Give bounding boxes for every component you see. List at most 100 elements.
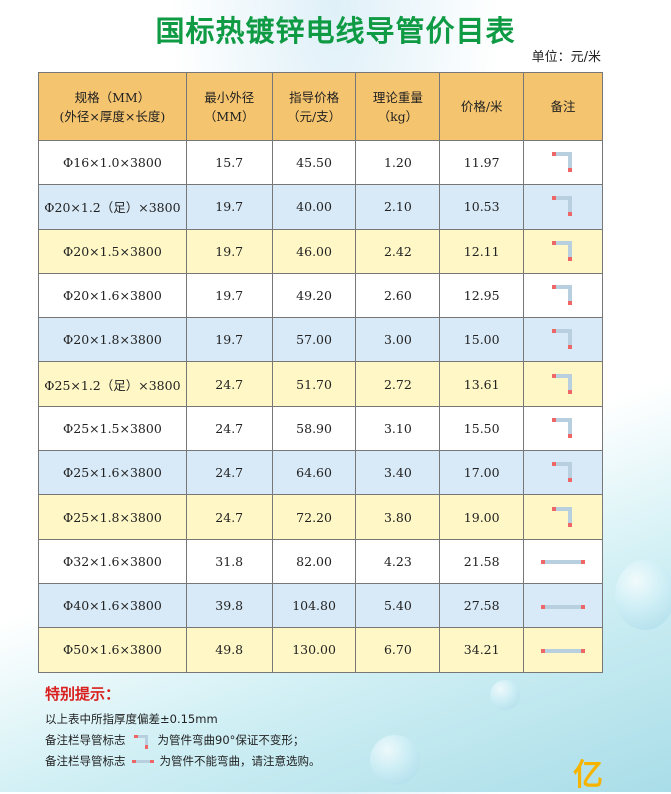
table-row: Φ50×1.6×3800 49.8 130.00 6.70 34.21	[38, 627, 603, 673]
price-table: 规格（MM） (外径×厚度×长度) 最小外径 （MM） 指导价格 （元/支） 理论重量 （kg…	[38, 72, 603, 673]
remark-cell	[523, 450, 603, 496]
table-cell: 49.8	[185, 627, 273, 673]
table-row: Φ20×1.8×3800 19.7 57.00 3.00 15.00	[38, 317, 603, 363]
straight-pipe-icon	[541, 604, 586, 609]
notes-heading: 特别提示：	[45, 685, 121, 703]
table-header-row: 规格（MM） (外径×厚度×长度) 最小外径 （MM） 指导价格 （元/支） 理论重量 （kg…	[38, 72, 603, 141]
straight-pipe-icon	[131, 760, 154, 763]
bend-pipe-icon	[552, 150, 574, 173]
logo: 亿	[573, 758, 603, 793]
table-row: Φ16×1.0×3800 15.7 45.50 1.20 11.97	[38, 139, 603, 186]
table-cell: 19.7	[185, 317, 273, 363]
table-cell: 3.80	[355, 494, 441, 540]
bend-pipe-icon	[552, 505, 574, 527]
table-cell: 24.7	[185, 361, 273, 407]
table-cell: 49.20	[271, 272, 357, 319]
table-cell: 31.8	[185, 538, 273, 584]
table-cell: Φ25×1.2（足）×3800	[38, 361, 187, 407]
bend-pipe-icon	[552, 283, 574, 306]
table-cell: Φ25×1.5×3800	[38, 405, 187, 452]
bubble-decoration	[490, 680, 520, 710]
bubble-decoration	[370, 735, 420, 785]
table-cell: 34.21	[439, 627, 525, 673]
table-cell: 19.7	[185, 228, 273, 274]
table-row: Φ20×1.5×3800 19.7 46.00 2.42 12.11	[38, 228, 603, 274]
remark-cell	[523, 139, 603, 186]
remark-cell	[523, 538, 603, 584]
table-cell: 15.7	[185, 139, 273, 186]
remark-cell	[523, 184, 603, 230]
table-cell: Φ25×1.6×3800	[38, 450, 187, 496]
table-cell: Φ20×1.8×3800	[38, 317, 187, 363]
table-cell: 130.00	[271, 627, 357, 673]
table-row: Φ20×1.6×3800 19.7 49.20 2.60 12.95	[38, 272, 603, 319]
table-row: Φ25×1.2（足）×3800 24.7 51.70 2.72 13.61	[38, 361, 603, 407]
table-cell: 21.58	[439, 538, 525, 584]
table-cell: 24.7	[185, 405, 273, 452]
table-cell: 12.11	[439, 228, 525, 274]
bend-pipe-icon	[552, 460, 574, 483]
table-cell: 2.72	[355, 361, 441, 407]
table-cell: Φ25×1.8×3800	[38, 494, 187, 540]
remark-cell	[523, 627, 603, 673]
table-cell: 45.50	[271, 139, 357, 186]
table-cell: 82.00	[271, 538, 357, 584]
table-cell: 5.40	[355, 582, 441, 629]
unit-label: 单位：元/米	[531, 50, 601, 65]
table-cell: 19.7	[185, 184, 273, 230]
column-header: 指导价格 （元/支）	[271, 72, 357, 141]
bend-pipe-icon	[552, 416, 574, 438]
table-cell: 27.58	[439, 582, 525, 629]
column-header: 价格/米	[439, 72, 525, 141]
table-cell: Φ50×1.6×3800	[38, 627, 187, 673]
table-cell: 24.7	[185, 450, 273, 496]
bend-pipe-icon	[552, 194, 574, 217]
remark-cell	[523, 228, 603, 274]
table-cell: 2.60	[355, 272, 441, 319]
table-cell: 24.7	[185, 494, 273, 540]
page-title: 国标热镀锌电线导管价目表	[155, 14, 516, 48]
table-cell: 40.00	[271, 184, 357, 230]
table-row: Φ20×1.2（足）×3800 19.7 40.00 2.10 10.53	[38, 184, 603, 230]
column-header: 备注	[523, 72, 603, 141]
note-text: 备注栏导管标志	[45, 754, 126, 768]
table-cell: Φ20×1.5×3800	[38, 228, 187, 274]
note-text: 为管件弯曲90°保证不变形；	[157, 733, 305, 747]
table-row: Φ25×1.6×3800 24.7 64.60 3.40 17.00	[38, 450, 603, 496]
note-line: 以上表中所指厚度偏差±0.15mm	[45, 712, 218, 726]
table-cell: Φ20×1.2（足）×3800	[38, 184, 187, 230]
bend-pipe-icon	[552, 372, 574, 394]
column-header: 最小外径 （MM）	[185, 72, 273, 141]
table-cell: 104.80	[271, 582, 357, 629]
table-cell: Φ32×1.6×3800	[38, 538, 187, 584]
table-cell: 64.60	[271, 450, 357, 496]
bend-pipe-icon	[552, 327, 574, 350]
table-cell: 3.00	[355, 317, 441, 363]
table-cell: Φ40×1.6×3800	[38, 582, 187, 629]
bend-pipe-icon	[552, 239, 574, 261]
table-cell: 19.00	[439, 494, 525, 540]
remark-cell	[523, 272, 603, 319]
remark-cell	[523, 494, 603, 540]
table-cell: 19.7	[185, 272, 273, 319]
straight-pipe-icon	[541, 560, 586, 565]
table-cell: 13.61	[439, 361, 525, 407]
table-cell: 17.00	[439, 450, 525, 496]
column-header: 规格（MM） (外径×厚度×长度)	[38, 72, 187, 141]
table-cell: 10.53	[439, 184, 525, 230]
straight-pipe-icon	[541, 648, 586, 653]
table-cell: 12.95	[439, 272, 525, 319]
table-cell: 39.8	[185, 582, 273, 629]
table-row: Φ32×1.6×3800 31.8 82.00 4.23 21.58	[38, 538, 603, 584]
table-cell: 72.20	[271, 494, 357, 540]
table-cell: 15.00	[439, 317, 525, 363]
table-cell: 2.42	[355, 228, 441, 274]
table-row: Φ25×1.8×3800 24.7 72.20 3.80 19.00	[38, 494, 603, 540]
remark-cell	[523, 317, 603, 363]
bent-pipe-icon	[133, 733, 150, 749]
table-cell: 4.23	[355, 538, 441, 584]
note-line: 备注栏导管标志 为管件弯曲90°保证不变形；	[45, 730, 321, 751]
table-cell: 3.40	[355, 450, 441, 496]
table-cell: 15.50	[439, 405, 525, 452]
remark-cell	[523, 405, 603, 452]
